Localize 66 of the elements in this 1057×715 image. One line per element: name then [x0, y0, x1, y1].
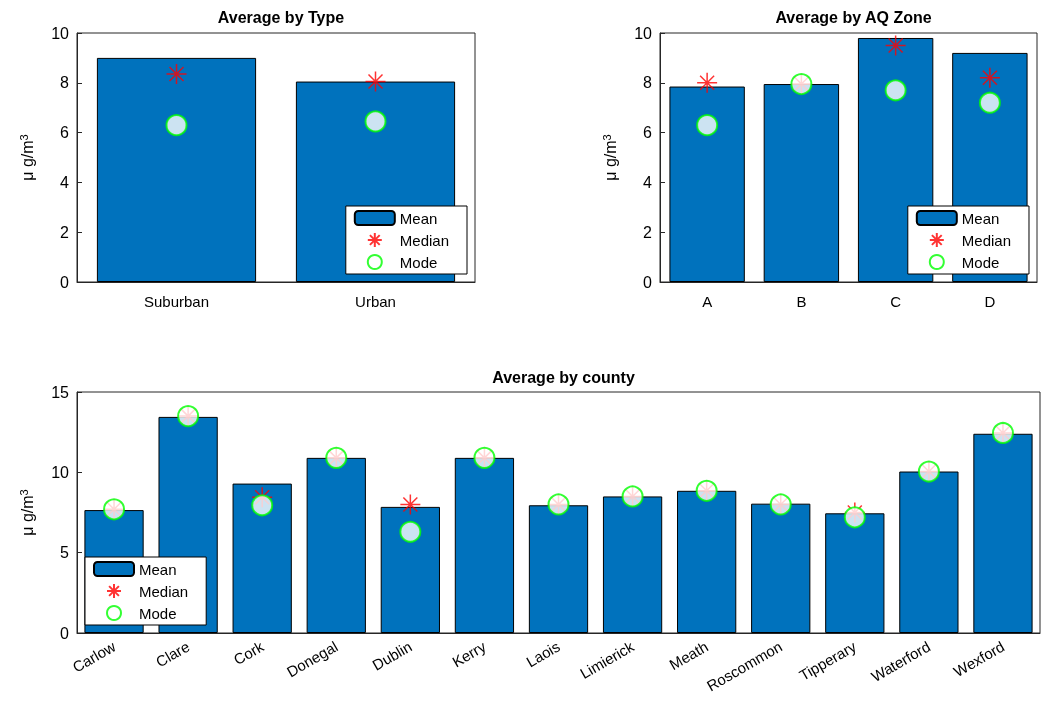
y-tick-label: 8 [643, 74, 653, 92]
y-tick-label: 2 [643, 223, 653, 241]
x-tick-label: Clare [152, 637, 193, 671]
y-tick-label: 6 [643, 124, 653, 142]
x-tick-label: B [796, 293, 807, 310]
y-axis-title: μ g/m3 [600, 134, 619, 181]
point [364, 70, 387, 93]
point [843, 506, 866, 529]
y-tick-label: 0 [60, 273, 70, 291]
point [696, 114, 719, 137]
y-tick-label: 4 [60, 173, 70, 191]
legend-label: Median [139, 582, 189, 600]
bar [454, 457, 515, 633]
point [978, 91, 1001, 114]
point [165, 114, 188, 137]
y-tick-label: 10 [51, 463, 70, 481]
x-tick-label: Cork [230, 637, 267, 669]
x-tick-label: Suburban [143, 293, 210, 310]
y-tick-label: 4 [643, 173, 653, 191]
bar [677, 490, 737, 633]
bar [825, 513, 885, 633]
y-tick-label: 0 [60, 624, 70, 642]
y-axis-title: μ g/m3 [17, 134, 36, 181]
point [399, 520, 422, 543]
bar [380, 506, 440, 633]
legend-label: Mean [961, 209, 1000, 227]
bar [232, 483, 292, 633]
legend-label: Mode [399, 253, 438, 271]
y-tick-label: 2 [60, 223, 70, 241]
y-tick-label: 6 [60, 124, 70, 142]
chart-title: Average by county [492, 368, 635, 386]
legend-label: Mean [399, 209, 438, 227]
bar [602, 496, 663, 633]
chart-title: Average by Type [217, 8, 345, 26]
y-axis-title: μ g/m3 [17, 489, 36, 536]
point [884, 79, 907, 102]
x-tick-label: A [702, 293, 713, 310]
point [884, 34, 907, 57]
legend-label: Mean [139, 560, 177, 578]
y-tick-label: 10 [634, 24, 653, 42]
x-tick-label: D [984, 293, 996, 310]
y-tick-label: 8 [60, 74, 70, 92]
bar [528, 505, 589, 633]
bar [973, 433, 1033, 633]
legend-label: Median [399, 231, 450, 249]
y-tick-label: 10 [51, 24, 70, 42]
bar [751, 503, 811, 633]
y-tick-label: 5 [60, 544, 70, 562]
point [165, 63, 188, 85]
point [696, 72, 718, 94]
y-tick-label: 0 [643, 273, 653, 291]
x-tick-label: Laois [523, 637, 563, 671]
chart-title: Average by AQ Zone [775, 8, 932, 26]
point [399, 493, 422, 516]
y-tick-label: 15 [51, 383, 70, 401]
legend-label: Median [961, 231, 1012, 249]
x-tick-label: Urban [355, 293, 396, 310]
legend-label: Mode [139, 604, 177, 622]
point [364, 110, 387, 133]
point [251, 494, 274, 517]
point [979, 67, 1001, 89]
bar [899, 471, 959, 633]
x-tick-label: Kerry [449, 637, 490, 671]
x-tick-label: C [890, 293, 902, 310]
bar [306, 457, 366, 633]
legend-label: Mode [961, 253, 1000, 271]
